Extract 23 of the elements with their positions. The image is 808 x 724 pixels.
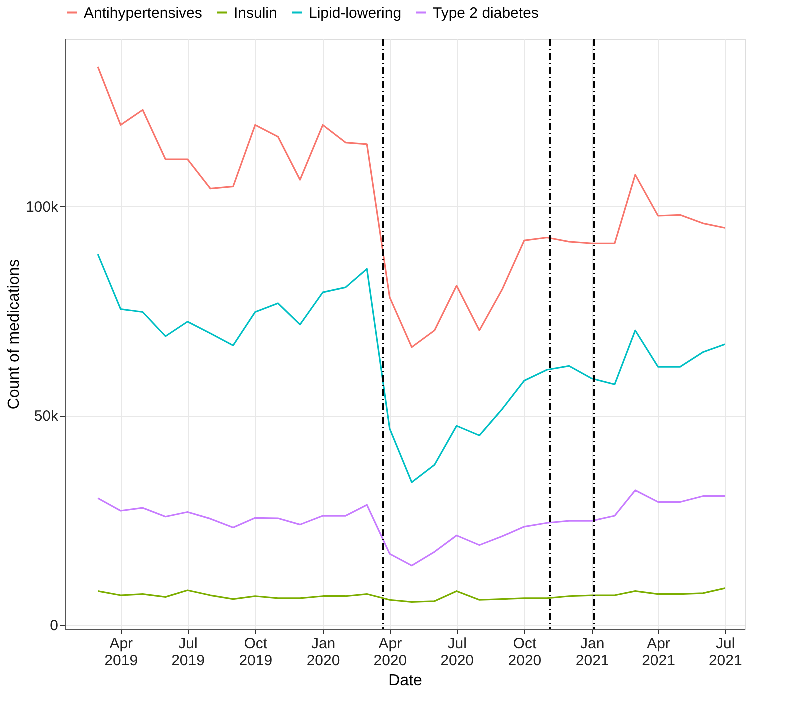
x-tick-label: Jan 2021 bbox=[576, 636, 610, 670]
legend-label: Lipid-lowering bbox=[309, 4, 402, 22]
line-series bbox=[97, 490, 726, 567]
y-tick-label: 0 bbox=[50, 617, 58, 634]
x-tick-label: Jul 2021 bbox=[708, 636, 742, 670]
y-axis-title: Count of medications bbox=[6, 259, 23, 410]
x-tick-label: Apr 2020 bbox=[374, 636, 408, 670]
legend-label: Antihypertensives bbox=[84, 4, 202, 22]
y-tick-label: 100k bbox=[26, 198, 59, 216]
x-tick-label: Jul 2020 bbox=[440, 636, 474, 670]
line-series bbox=[97, 66, 726, 348]
y-tick-label: 50k bbox=[34, 408, 59, 426]
line-series bbox=[97, 254, 726, 484]
legend-label: Insulin bbox=[234, 4, 278, 22]
x-axis-title: Date bbox=[388, 672, 422, 690]
x-tick-label: Jan 2020 bbox=[306, 636, 340, 670]
x-tick-label: Oct 2019 bbox=[239, 636, 273, 670]
legend-label: Type 2 diabetes bbox=[433, 4, 539, 22]
x-tick-label: Apr 2019 bbox=[104, 636, 138, 670]
x-tick-label: Jul 2019 bbox=[172, 636, 205, 670]
x-tick-label: Apr 2021 bbox=[642, 636, 676, 670]
x-tick-label: Oct 2020 bbox=[508, 636, 542, 670]
line-series bbox=[97, 588, 726, 604]
